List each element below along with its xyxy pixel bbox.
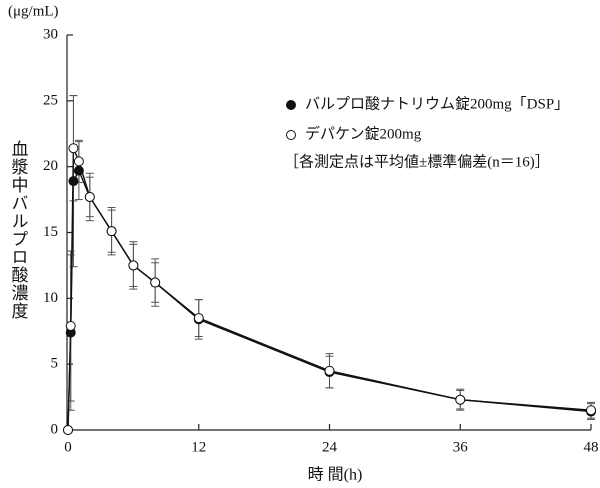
x-tick-label: 0 [64, 439, 72, 455]
x-tick-label: 24 [322, 439, 338, 455]
y-tick-label: 20 [43, 158, 58, 174]
marker [193, 313, 204, 324]
y-tick-label: 15 [43, 224, 58, 240]
y-tick-label: 5 [51, 356, 59, 372]
y-tick-label: 10 [43, 290, 58, 306]
y-tick-label: 25 [43, 92, 58, 108]
marker [455, 394, 466, 405]
marker [106, 226, 117, 237]
marker [65, 320, 76, 331]
marker [128, 260, 139, 271]
marker [286, 130, 296, 140]
y-tick-label: 30 [43, 26, 58, 42]
y-tick-label: 0 [51, 421, 59, 437]
marker [63, 425, 73, 435]
marker [73, 165, 84, 176]
y-axis-label: 血漿中バルプロ酸濃度 [9, 140, 29, 320]
y-unit: (μg/mL) [8, 3, 59, 19]
x-tick-label: 48 [584, 439, 599, 455]
marker [84, 191, 95, 202]
x-tick-label: 36 [453, 439, 469, 455]
x-axis-label: 時 間(h) [308, 466, 363, 484]
marker [286, 100, 296, 110]
marker [73, 156, 84, 167]
legend-label: デパケン錠200mg [305, 124, 422, 142]
legend-label: バルプロ酸ナトリウム錠200mg「DSP」 [305, 95, 569, 112]
marker [324, 365, 335, 376]
marker [586, 405, 596, 416]
note: ［各測定点は平均値±標準偏差(n＝16)］ [284, 153, 550, 170]
marker [68, 143, 79, 154]
marker [150, 277, 161, 288]
marker [68, 176, 79, 187]
series-line [67, 168, 592, 431]
x-tick-label: 12 [191, 439, 206, 455]
